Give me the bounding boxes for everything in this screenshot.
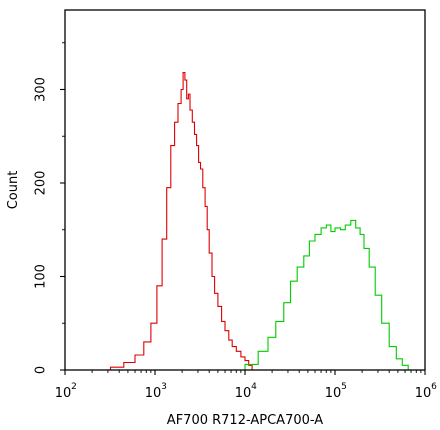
series-layer — [95, 72, 409, 371]
series-line-0 — [95, 72, 253, 371]
y-axis-label: Count — [6, 171, 21, 210]
x-axis-label: AF700 R712-APCA700-A — [167, 413, 323, 428]
x-tick-label-2: 10 — [235, 386, 252, 401]
x-tick-exponent-0: 2 — [71, 382, 77, 392]
plot-frame — [64, 9, 426, 371]
x-tick-label-3: 10 — [325, 386, 342, 401]
series-line-1 — [231, 219, 409, 371]
x-tick-exponent-2: 4 — [251, 382, 257, 392]
x-tick-label-0: 10 — [55, 386, 72, 401]
y-tick-label-3: 300 — [34, 77, 49, 102]
y-tick-label-1: 100 — [34, 264, 49, 289]
x-tick-label-1: 10 — [145, 386, 162, 401]
x-tick-exponent-3: 5 — [341, 382, 347, 392]
x-tick-label-4: 10 — [415, 386, 432, 401]
x-tick-exponent-1: 3 — [161, 382, 167, 392]
y-tick-label-0: 0 — [34, 366, 49, 374]
axes-layer — [64, 9, 426, 371]
x-tick-exponent-4: 6 — [431, 382, 437, 392]
y-tick-label-2: 200 — [34, 171, 49, 196]
